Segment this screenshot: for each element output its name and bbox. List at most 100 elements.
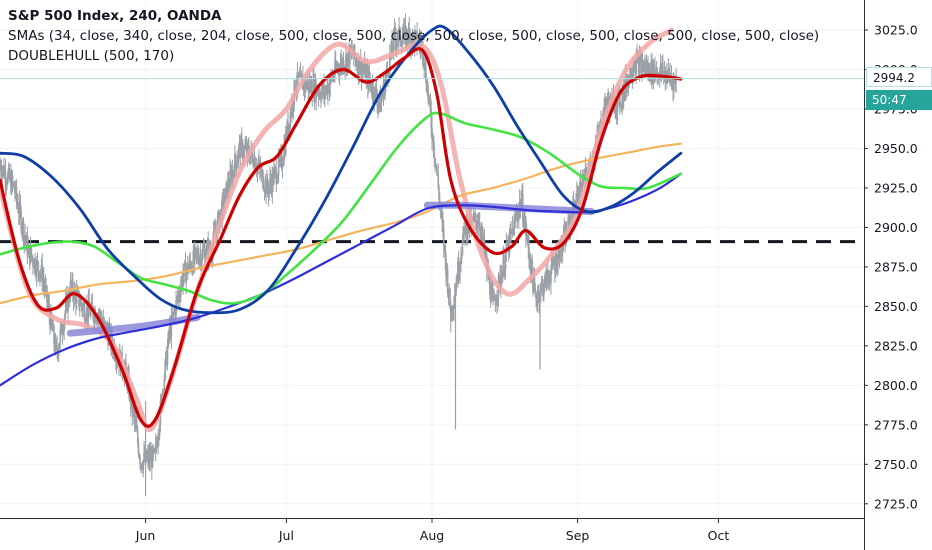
candle-body-84	[64, 300, 67, 314]
candle-body-40	[30, 247, 33, 257]
candle-body-288	[224, 188, 227, 201]
candle-body-304	[237, 158, 239, 163]
candle-body-10	[7, 173, 9, 183]
candle-body-593	[463, 226, 465, 228]
candle-body-789	[616, 95, 619, 113]
x-tick-label-jul: Jul	[278, 528, 294, 543]
candle-body-244	[190, 264, 192, 271]
candle-body-221	[172, 312, 174, 318]
candle-body-47	[35, 260, 38, 276]
candle-body-311	[242, 155, 245, 159]
candle-body-684	[534, 288, 537, 294]
candle-body-171	[133, 408, 135, 415]
study-hull-legend[interactable]: DOUBLEHULL (500, 170)	[8, 48, 175, 64]
candle-body-80	[61, 332, 64, 335]
candle-body-36	[27, 247, 29, 256]
candle-body-596	[465, 220, 468, 238]
candle-body-560	[437, 175, 440, 188]
candle-body-231	[179, 286, 182, 297]
candle-body-533	[416, 31, 418, 47]
candle-body-316	[246, 143, 249, 155]
candle-body-830	[648, 64, 651, 78]
symbol-title[interactable]: S&P 500 Index, 240, OANDA	[8, 8, 222, 24]
candle-body-474	[370, 83, 372, 91]
x-tick-label-sep: Sep	[566, 528, 590, 543]
candle-body-854	[667, 69, 670, 78]
candle-body-9	[6, 182, 8, 184]
candle-body-447	[349, 46, 351, 65]
candle-body-702	[548, 276, 551, 282]
candle-body-416	[324, 90, 327, 95]
candle-body-45	[34, 258, 37, 272]
candle-body-547	[427, 85, 429, 99]
candle-body-514	[401, 38, 404, 46]
candle-body-621	[485, 254, 487, 256]
candle-body-238	[185, 271, 188, 283]
candle-body-356	[277, 156, 280, 176]
candle-body-300	[233, 155, 236, 178]
candle-body-745	[582, 179, 584, 182]
candle-body-262	[204, 249, 206, 263]
candle-body-541	[422, 55, 425, 63]
candle-body-629	[491, 289, 494, 292]
candle-body-642	[501, 271, 504, 283]
candle-body-100	[77, 290, 80, 292]
candle-body-203	[158, 434, 160, 439]
candle-body-391	[305, 79, 307, 89]
candle-body-69	[53, 326, 55, 344]
candle-body-381	[297, 71, 299, 79]
candle-body-484	[377, 101, 380, 103]
candle-body-110	[85, 319, 87, 321]
candle-body-793	[619, 106, 622, 108]
candle-body-632	[493, 294, 496, 301]
candle-body-488	[381, 96, 383, 100]
candle-body-651	[508, 232, 511, 254]
candle-body-615	[480, 232, 483, 238]
candle-body-255	[198, 258, 201, 264]
candle-body-427	[333, 76, 335, 79]
candle-body-385	[300, 72, 303, 76]
candle-body-786	[614, 111, 616, 113]
time-axis-panel[interactable]	[0, 518, 864, 550]
candle-body-35	[26, 235, 29, 256]
candle-body-234	[182, 275, 184, 286]
candle-body-98	[75, 291, 78, 304]
candle-body-214	[166, 346, 169, 365]
candle-body-76	[58, 342, 61, 349]
hull-fast-series	[0, 47, 683, 428]
candle-body-589	[460, 259, 462, 262]
candle-body-298	[232, 171, 235, 173]
candle-body-309	[241, 138, 243, 142]
candle-body-848	[662, 73, 665, 76]
candle-body-253	[197, 251, 199, 259]
candle-body-480	[374, 87, 377, 90]
candle-body-3	[1, 170, 4, 177]
y-tick-label-0: 2725.0	[874, 496, 918, 511]
candle-body-590	[460, 254, 463, 260]
candle-body-73	[56, 346, 58, 352]
candle-body-81	[62, 331, 65, 333]
candle-body-581	[453, 294, 456, 306]
candle-body-176	[136, 431, 139, 443]
candle-body-706	[551, 259, 554, 261]
candle-body-226	[176, 297, 178, 301]
candle-body-48	[36, 260, 39, 263]
candle-body-455	[355, 58, 357, 65]
candle-body-861	[673, 77, 675, 91]
candle-body-588	[459, 261, 461, 272]
candle-body-77	[59, 329, 62, 343]
y-tick-label-12: 3025.0	[874, 23, 918, 38]
y-tick-label-7: 2900.0	[874, 220, 918, 235]
candle-body-178	[138, 454, 141, 458]
study-sma-legend[interactable]: SMAs (34, close, 340, close, 204, close,…	[8, 28, 820, 44]
candle-body-247	[192, 250, 195, 273]
candle-body-56	[43, 279, 45, 285]
candle-body-696	[543, 276, 546, 289]
candle-body-653	[510, 230, 512, 235]
candle-body-369	[287, 124, 290, 134]
candle-body-719	[561, 245, 564, 252]
candle-body-558	[435, 166, 438, 173]
candle-body-744	[581, 181, 584, 192]
candle-body-326	[254, 157, 256, 169]
